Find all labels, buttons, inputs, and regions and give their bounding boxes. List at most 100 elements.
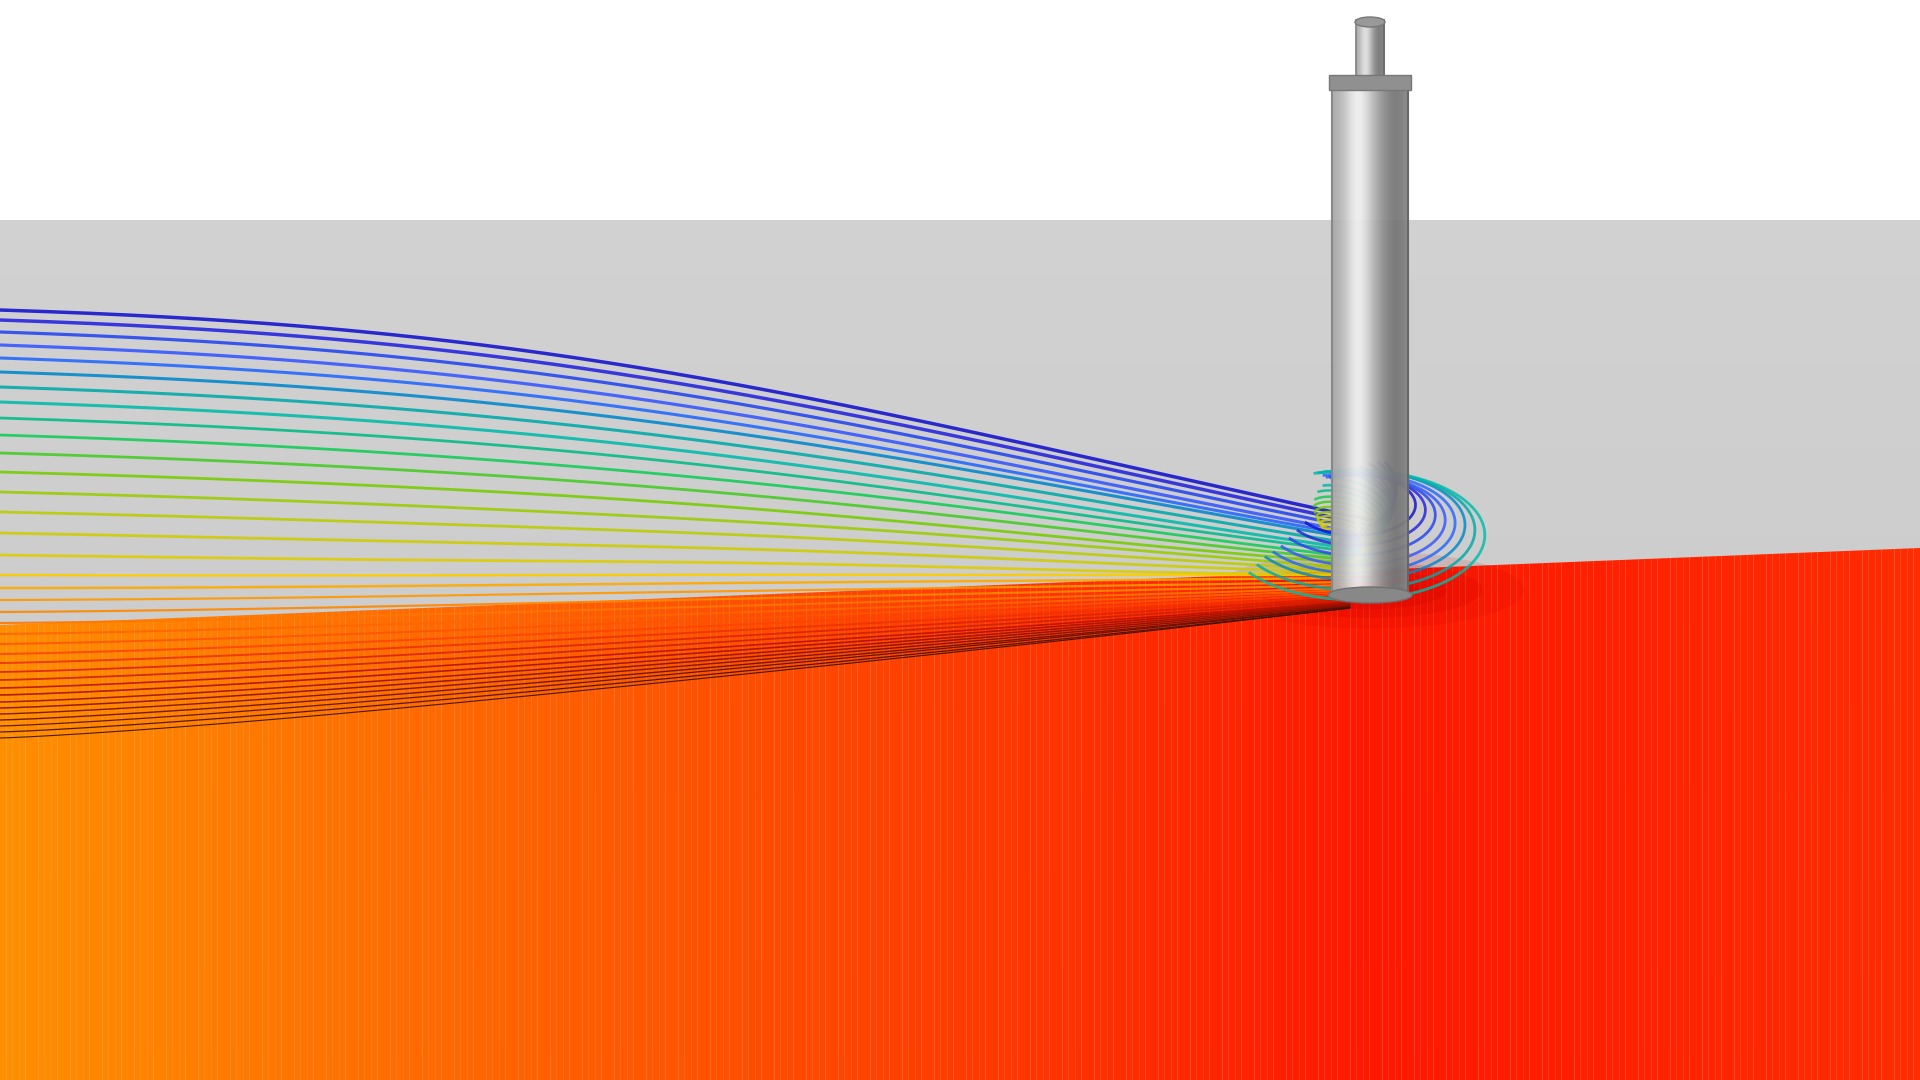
Polygon shape [397, 609, 403, 1080]
Polygon shape [1594, 561, 1599, 1080]
Polygon shape [1427, 567, 1434, 1080]
Polygon shape [186, 618, 192, 1080]
Polygon shape [159, 619, 167, 1080]
Polygon shape [1158, 578, 1165, 1080]
Polygon shape [538, 604, 543, 1080]
Polygon shape [0, 1023, 1920, 1051]
Polygon shape [1357, 570, 1363, 1080]
Polygon shape [1119, 580, 1127, 1080]
Polygon shape [1492, 565, 1498, 1080]
Polygon shape [275, 613, 282, 1080]
Polygon shape [263, 615, 269, 1080]
Polygon shape [1286, 573, 1292, 1080]
Polygon shape [0, 392, 1920, 421]
Polygon shape [1050, 582, 1056, 1080]
Polygon shape [0, 1051, 1920, 1080]
Polygon shape [1657, 558, 1665, 1080]
Polygon shape [1901, 549, 1907, 1080]
Polygon shape [0, 765, 1920, 794]
Polygon shape [269, 613, 275, 1080]
Polygon shape [601, 600, 609, 1080]
Polygon shape [1421, 568, 1427, 1080]
Polygon shape [1369, 570, 1377, 1080]
Ellipse shape [1258, 562, 1482, 618]
Ellipse shape [1329, 588, 1411, 603]
Polygon shape [1031, 583, 1037, 1080]
Polygon shape [787, 593, 793, 1080]
Polygon shape [486, 605, 493, 1080]
Polygon shape [1319, 572, 1325, 1080]
Polygon shape [1530, 564, 1536, 1080]
Polygon shape [1684, 557, 1690, 1080]
Polygon shape [1223, 576, 1229, 1080]
Polygon shape [1440, 567, 1446, 1080]
Polygon shape [1619, 559, 1626, 1080]
Polygon shape [966, 586, 973, 1080]
Polygon shape [812, 592, 820, 1080]
Polygon shape [672, 598, 678, 1080]
Polygon shape [236, 616, 244, 1080]
Polygon shape [1139, 579, 1146, 1080]
Polygon shape [13, 624, 19, 1080]
Polygon shape [474, 606, 480, 1080]
Polygon shape [897, 589, 902, 1080]
Polygon shape [167, 618, 173, 1080]
Polygon shape [0, 851, 1920, 879]
Polygon shape [359, 610, 365, 1080]
Polygon shape [954, 586, 960, 1080]
Polygon shape [609, 600, 614, 1080]
Polygon shape [0, 593, 1920, 621]
Polygon shape [1100, 581, 1108, 1080]
Polygon shape [351, 610, 359, 1080]
Polygon shape [1114, 580, 1119, 1080]
Polygon shape [90, 621, 96, 1080]
Polygon shape [851, 591, 858, 1080]
Polygon shape [6, 624, 13, 1080]
Polygon shape [1185, 577, 1190, 1080]
Polygon shape [1407, 568, 1415, 1080]
Polygon shape [422, 608, 428, 1080]
Polygon shape [1882, 550, 1887, 1080]
Polygon shape [1478, 566, 1484, 1080]
Polygon shape [1761, 554, 1766, 1080]
Polygon shape [845, 591, 851, 1080]
Polygon shape [44, 623, 52, 1080]
Polygon shape [1695, 556, 1703, 1080]
Ellipse shape [1215, 552, 1524, 629]
Polygon shape [820, 592, 826, 1080]
Polygon shape [685, 597, 691, 1080]
Polygon shape [639, 599, 647, 1080]
Polygon shape [1459, 566, 1465, 1080]
Polygon shape [0, 421, 1920, 449]
Polygon shape [1434, 567, 1440, 1080]
Polygon shape [1377, 569, 1382, 1080]
Polygon shape [1703, 556, 1709, 1080]
Polygon shape [1876, 550, 1882, 1080]
Polygon shape [1613, 561, 1619, 1080]
Polygon shape [1638, 559, 1645, 1080]
Polygon shape [0, 735, 1920, 765]
Polygon shape [403, 608, 409, 1080]
Polygon shape [409, 608, 417, 1080]
Polygon shape [831, 592, 839, 1080]
Polygon shape [77, 622, 83, 1080]
Polygon shape [428, 608, 436, 1080]
Polygon shape [1665, 558, 1670, 1080]
Polygon shape [749, 595, 755, 1080]
Polygon shape [1267, 573, 1273, 1080]
Polygon shape [0, 248, 1920, 278]
Ellipse shape [1356, 17, 1384, 27]
Polygon shape [134, 619, 140, 1080]
Polygon shape [1171, 578, 1177, 1080]
Polygon shape [524, 604, 532, 1080]
Polygon shape [947, 586, 954, 1080]
Polygon shape [647, 598, 653, 1080]
Polygon shape [365, 610, 371, 1080]
Ellipse shape [1342, 583, 1398, 597]
Polygon shape [442, 607, 447, 1080]
Polygon shape [467, 606, 474, 1080]
Polygon shape [595, 600, 601, 1080]
Polygon shape [1382, 569, 1388, 1080]
Polygon shape [205, 617, 211, 1080]
Polygon shape [0, 335, 1920, 363]
